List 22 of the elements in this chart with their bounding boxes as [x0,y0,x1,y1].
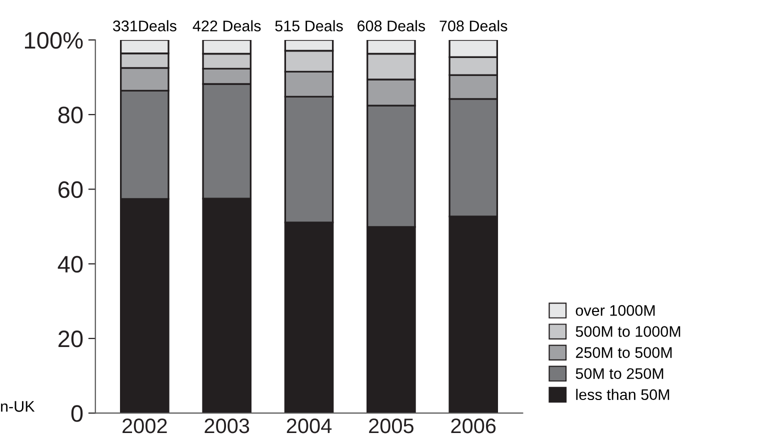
y-tick-label: 60 [58,181,83,198]
legend-label: less than 50M [576,388,670,400]
annotation: 708 Deals [440,20,508,32]
annotation: 422 Deals [192,20,261,32]
y-tick-label: 0 [71,405,83,422]
y-tick-label: 20 [58,330,83,348]
x-tick-label: 2005 [369,418,414,434]
x-tick-label: 2004 [286,418,332,434]
annotation: 515 Deals [275,20,343,32]
y-tick-label: 80 [58,106,83,124]
y-tick-label: 100% [24,32,83,49]
x-tick-label: 2006 [451,418,496,434]
x-tick-label: 2003 [204,418,250,434]
x-tick-label: 2002 [122,418,167,434]
annotation: 331Deals [112,20,176,32]
y-tick-label: 40 [58,256,83,273]
annotation: 608 Deals [358,20,426,32]
text: n-UK [1,401,35,412]
legend-label: 50M to 250M [576,368,664,380]
legend-label: 500M to 1000M [576,326,680,337]
legend-label: 250M to 500M [576,347,672,358]
legend-label: over 1000M [576,305,655,316]
